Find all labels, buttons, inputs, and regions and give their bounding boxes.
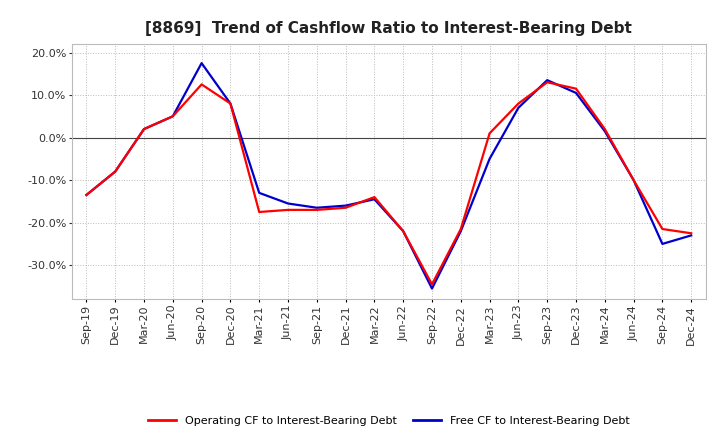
Free CF to Interest-Bearing Debt bbox=[687, 233, 696, 238]
Free CF to Interest-Bearing Debt bbox=[168, 114, 177, 119]
Free CF to Interest-Bearing Debt bbox=[629, 177, 638, 183]
Line: Free CF to Interest-Bearing Debt: Free CF to Interest-Bearing Debt bbox=[86, 63, 691, 289]
Free CF to Interest-Bearing Debt bbox=[600, 128, 609, 134]
Free CF to Interest-Bearing Debt bbox=[255, 190, 264, 195]
Operating CF to Interest-Bearing Debt bbox=[82, 192, 91, 198]
Operating CF to Interest-Bearing Debt bbox=[629, 177, 638, 183]
Operating CF to Interest-Bearing Debt bbox=[514, 101, 523, 106]
Free CF to Interest-Bearing Debt bbox=[514, 105, 523, 110]
Line: Operating CF to Interest-Bearing Debt: Operating CF to Interest-Bearing Debt bbox=[86, 82, 691, 284]
Operating CF to Interest-Bearing Debt bbox=[399, 228, 408, 234]
Free CF to Interest-Bearing Debt bbox=[370, 197, 379, 202]
Free CF to Interest-Bearing Debt bbox=[428, 286, 436, 291]
Operating CF to Interest-Bearing Debt bbox=[428, 282, 436, 287]
Operating CF to Interest-Bearing Debt bbox=[197, 82, 206, 87]
Operating CF to Interest-Bearing Debt bbox=[543, 80, 552, 85]
Free CF to Interest-Bearing Debt bbox=[399, 228, 408, 234]
Free CF to Interest-Bearing Debt bbox=[572, 90, 580, 95]
Free CF to Interest-Bearing Debt bbox=[140, 126, 148, 132]
Free CF to Interest-Bearing Debt bbox=[658, 241, 667, 246]
Free CF to Interest-Bearing Debt bbox=[456, 228, 465, 234]
Operating CF to Interest-Bearing Debt bbox=[168, 114, 177, 119]
Free CF to Interest-Bearing Debt bbox=[82, 192, 91, 198]
Free CF to Interest-Bearing Debt bbox=[485, 156, 494, 161]
Operating CF to Interest-Bearing Debt bbox=[312, 207, 321, 213]
Free CF to Interest-Bearing Debt bbox=[341, 203, 350, 208]
Operating CF to Interest-Bearing Debt bbox=[226, 101, 235, 106]
Free CF to Interest-Bearing Debt bbox=[312, 205, 321, 210]
Operating CF to Interest-Bearing Debt bbox=[111, 169, 120, 174]
Operating CF to Interest-Bearing Debt bbox=[255, 209, 264, 215]
Operating CF to Interest-Bearing Debt bbox=[456, 227, 465, 232]
Operating CF to Interest-Bearing Debt bbox=[600, 126, 609, 132]
Operating CF to Interest-Bearing Debt bbox=[572, 86, 580, 92]
Operating CF to Interest-Bearing Debt bbox=[284, 207, 292, 213]
Operating CF to Interest-Bearing Debt bbox=[687, 231, 696, 236]
Free CF to Interest-Bearing Debt bbox=[543, 77, 552, 83]
Free CF to Interest-Bearing Debt bbox=[226, 101, 235, 106]
Free CF to Interest-Bearing Debt bbox=[197, 60, 206, 66]
Operating CF to Interest-Bearing Debt bbox=[341, 205, 350, 210]
Legend: Operating CF to Interest-Bearing Debt, Free CF to Interest-Bearing Debt: Operating CF to Interest-Bearing Debt, F… bbox=[143, 411, 634, 430]
Free CF to Interest-Bearing Debt bbox=[284, 201, 292, 206]
Operating CF to Interest-Bearing Debt bbox=[140, 126, 148, 132]
Operating CF to Interest-Bearing Debt bbox=[370, 194, 379, 200]
Operating CF to Interest-Bearing Debt bbox=[485, 131, 494, 136]
Operating CF to Interest-Bearing Debt bbox=[658, 227, 667, 232]
Free CF to Interest-Bearing Debt bbox=[111, 169, 120, 174]
Title: [8869]  Trend of Cashflow Ratio to Interest-Bearing Debt: [8869] Trend of Cashflow Ratio to Intere… bbox=[145, 21, 632, 36]
